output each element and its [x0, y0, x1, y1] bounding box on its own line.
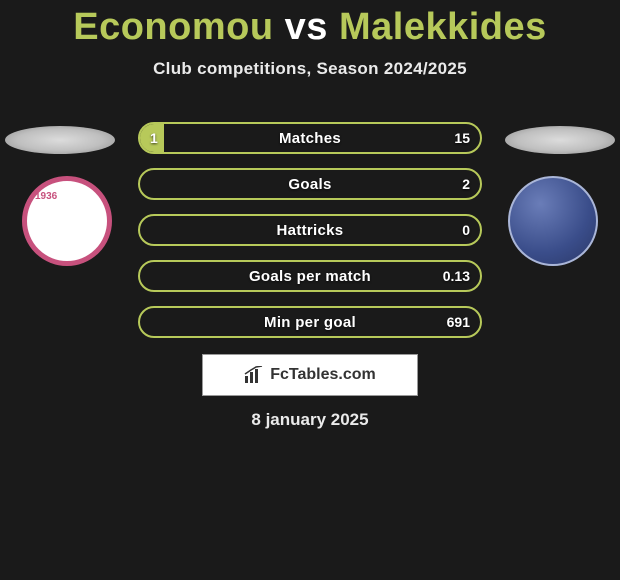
- chart-icon: [244, 366, 264, 384]
- brand-box: FcTables.com: [202, 354, 418, 396]
- stat-label: Goals per match: [140, 262, 480, 290]
- stat-right-value: 0.13: [443, 262, 470, 290]
- stat-bar: Goals2: [138, 168, 482, 200]
- vs-text: vs: [285, 6, 328, 48]
- player2-club-badge: [508, 176, 598, 266]
- subtitle: Club competitions, Season 2024/2025: [0, 59, 620, 79]
- brand-text: FcTables.com: [270, 366, 376, 384]
- stat-label: Matches: [140, 124, 480, 152]
- stat-right-value: 15: [454, 124, 470, 152]
- comparison-title: Economou vs Malekkides: [0, 0, 620, 49]
- stat-bar: Goals per match0.13: [138, 260, 482, 292]
- player2-shadow: [505, 126, 615, 154]
- stat-right-value: 2: [462, 170, 470, 198]
- stat-label: Goals: [140, 170, 480, 198]
- date-label: 8 january 2025: [0, 410, 620, 430]
- stat-bar: Min per goal691: [138, 306, 482, 338]
- stat-bar: Hattricks0: [138, 214, 482, 246]
- stat-label: Min per goal: [140, 308, 480, 336]
- stat-bar: 1Matches15: [138, 122, 482, 154]
- player1-shadow: [5, 126, 115, 154]
- stat-right-value: 691: [447, 308, 470, 336]
- stat-right-value: 0: [462, 216, 470, 244]
- player1-name: Economou: [73, 6, 273, 48]
- stat-label: Hattricks: [140, 216, 480, 244]
- player2-name: Malekkides: [339, 6, 547, 48]
- stat-bars: 1Matches15 Goals2 Hattricks0 Goals per matc…: [138, 122, 482, 352]
- player1-club-badge: [22, 176, 112, 266]
